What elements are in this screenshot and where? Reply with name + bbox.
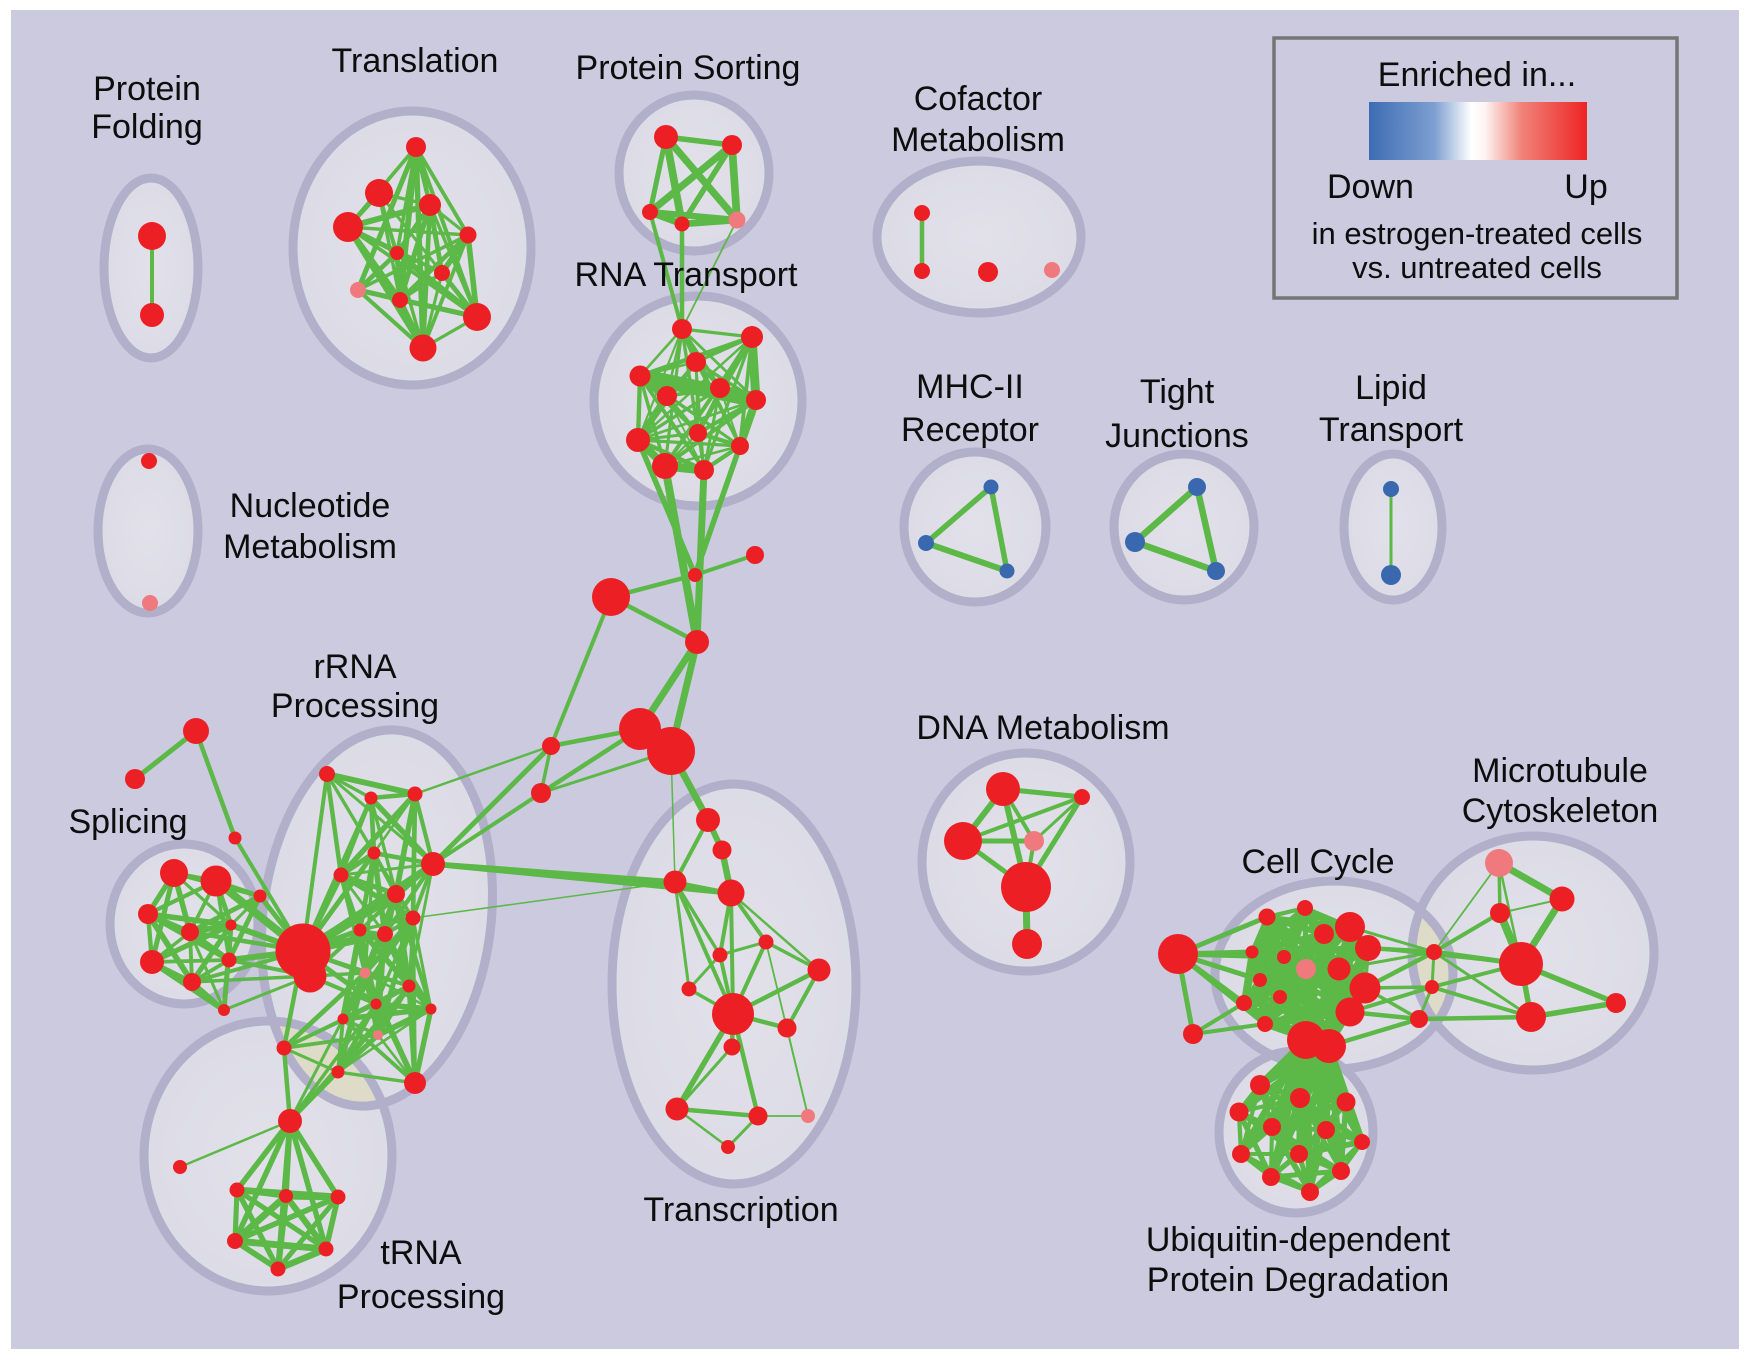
svg-text:Receptor: Receptor bbox=[901, 411, 1039, 449]
svg-text:Nucleotide: Nucleotide bbox=[230, 487, 391, 525]
svg-text:RNA Transport: RNA Transport bbox=[575, 256, 799, 294]
svg-text:vs. untreated cells: vs. untreated cells bbox=[1352, 250, 1602, 285]
svg-text:Enriched in...: Enriched in... bbox=[1378, 56, 1576, 94]
svg-text:Down: Down bbox=[1327, 168, 1414, 206]
svg-text:Ubiquitin-dependent: Ubiquitin-dependent bbox=[1146, 1221, 1451, 1259]
svg-text:Cell Cycle: Cell Cycle bbox=[1241, 843, 1394, 881]
svg-text:Junctions: Junctions bbox=[1105, 417, 1249, 455]
svg-text:Transcription: Transcription bbox=[643, 1191, 838, 1229]
svg-text:Processing: Processing bbox=[271, 687, 439, 725]
svg-text:Protein Sorting: Protein Sorting bbox=[576, 49, 801, 87]
svg-text:Tight: Tight bbox=[1140, 373, 1215, 411]
svg-text:in estrogen-treated cells: in estrogen-treated cells bbox=[1312, 216, 1643, 251]
svg-text:Metabolism: Metabolism bbox=[223, 528, 397, 566]
svg-text:Metabolism: Metabolism bbox=[891, 121, 1065, 159]
svg-text:Up: Up bbox=[1564, 168, 1607, 206]
svg-text:rRNA: rRNA bbox=[313, 648, 396, 686]
svg-text:Transport: Transport bbox=[1319, 411, 1464, 449]
svg-text:Microtubule: Microtubule bbox=[1472, 752, 1648, 790]
svg-text:Protein Degradation: Protein Degradation bbox=[1147, 1261, 1449, 1299]
svg-text:MHC-II: MHC-II bbox=[916, 368, 1024, 406]
svg-text:DNA Metabolism: DNA Metabolism bbox=[916, 709, 1169, 747]
svg-text:Splicing: Splicing bbox=[68, 803, 187, 841]
svg-text:Translation: Translation bbox=[332, 42, 499, 80]
svg-text:tRNA: tRNA bbox=[380, 1234, 462, 1272]
svg-text:Cytoskeleton: Cytoskeleton bbox=[1462, 792, 1659, 830]
svg-text:Lipid: Lipid bbox=[1355, 369, 1427, 407]
svg-text:Folding: Folding bbox=[91, 108, 203, 146]
svg-text:Cofactor: Cofactor bbox=[914, 80, 1043, 118]
svg-text:Protein: Protein bbox=[93, 70, 201, 108]
svg-text:Processing: Processing bbox=[337, 1278, 505, 1316]
